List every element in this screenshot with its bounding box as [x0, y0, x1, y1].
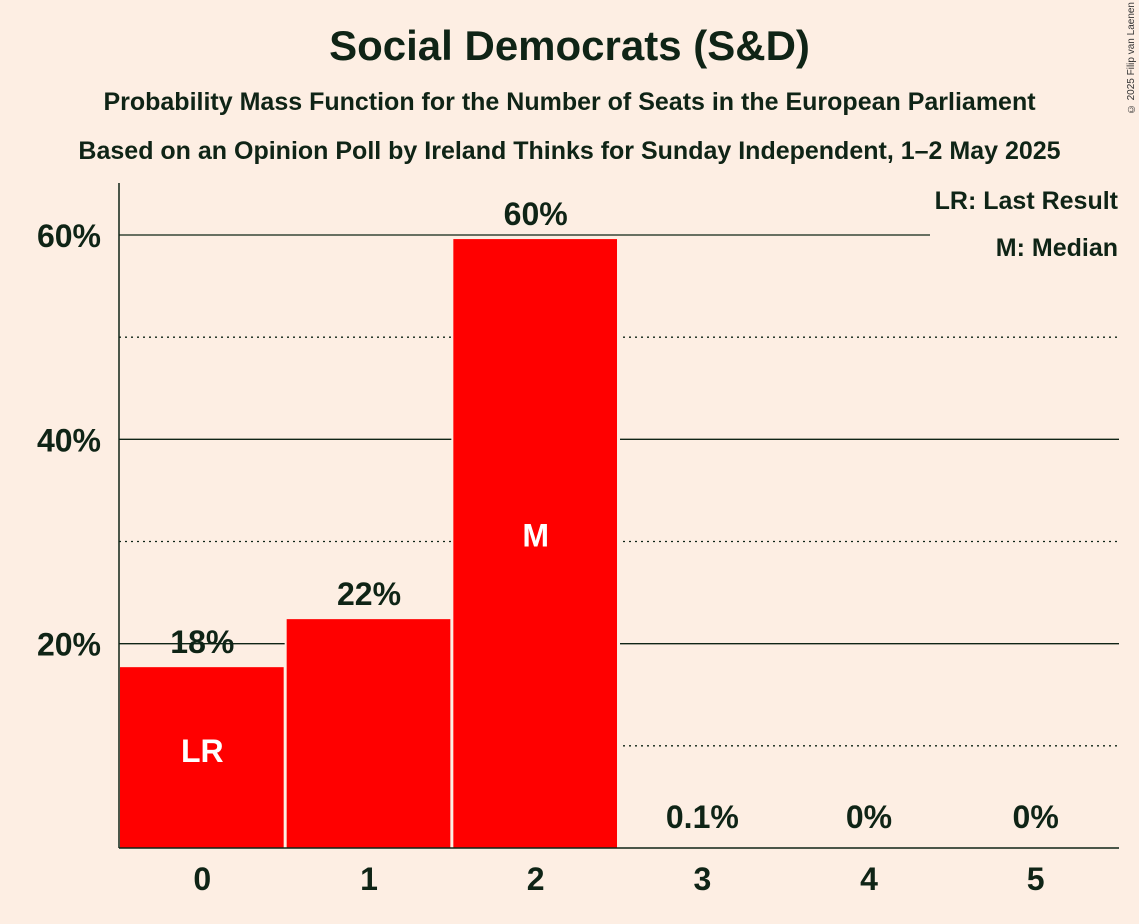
data-label: 18%	[170, 624, 234, 660]
y-tick-label: 60%	[37, 218, 101, 254]
bar-1	[286, 619, 451, 848]
x-tick-label: 1	[360, 861, 378, 897]
data-label: 22%	[337, 576, 401, 612]
legend-bg	[930, 232, 1120, 266]
bar-2	[453, 239, 618, 848]
y-tick-label: 40%	[37, 422, 101, 458]
legend-bg	[930, 185, 1120, 219]
bar-0	[120, 667, 284, 848]
data-label: 60%	[504, 196, 568, 232]
y-tick-label: 20%	[37, 627, 101, 663]
data-label: 0%	[846, 799, 892, 835]
legend: LR: Last Result M: Median	[930, 185, 1120, 266]
x-tick-label: 0	[193, 861, 211, 897]
legend-entry: LR: Last Result	[935, 187, 1119, 215]
bars	[118, 236, 621, 848]
last-result-marker: LR	[181, 733, 224, 769]
data-label: 0.1%	[666, 799, 739, 835]
data-label: 0%	[1013, 799, 1059, 835]
axes: 20% 40% 60% 0 1 2 3 4 5	[37, 183, 1119, 897]
chart-subtitle: Probability Mass Function for the Number…	[103, 88, 1036, 116]
chart-title: Social Democrats (S&D)	[329, 22, 810, 69]
legend-entry: M: Median	[996, 234, 1118, 262]
x-tick-label: 2	[527, 861, 545, 897]
x-tick-label: 5	[1027, 861, 1045, 897]
chart-subtitle-source: Based on an Opinion Poll by Ireland Thin…	[78, 137, 1061, 165]
median-marker: M	[522, 518, 549, 554]
x-tick-label: 3	[693, 861, 711, 897]
data-labels: 18% LR 22% 60% M 0.1% 0% 0%	[170, 196, 1058, 835]
x-tick-label: 4	[860, 861, 878, 897]
